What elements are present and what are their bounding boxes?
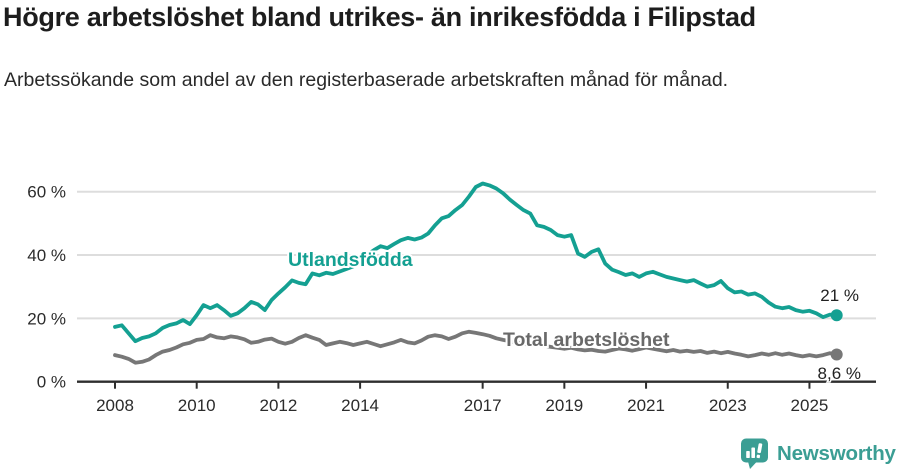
y-tick-label: 60 % xyxy=(27,183,66,202)
series-end-dot-utlandsfodda xyxy=(830,309,843,322)
x-tick-label: 2010 xyxy=(178,396,216,415)
page-subtitle: Arbetssökande som andel av den registerb… xyxy=(4,69,729,91)
x-tick-label: 2008 xyxy=(96,396,134,415)
y-tick-label: 0 % xyxy=(37,373,66,392)
page-title: Högre arbetslöshet bland utrikes- än inr… xyxy=(3,2,756,32)
y-tick-label: 20 % xyxy=(27,309,66,328)
series-line-utlandsfodda xyxy=(113,181,839,344)
x-tick-label: 2023 xyxy=(709,396,747,415)
x-tick-label: 2014 xyxy=(341,396,379,415)
x-tick-label: 2021 xyxy=(627,396,665,415)
newsworthy-logo-icon xyxy=(741,438,768,469)
newsworthy-logo-text: Newsworthy xyxy=(777,441,896,465)
x-tick-label: 2012 xyxy=(259,396,297,415)
x-tick-label: 2019 xyxy=(545,396,583,415)
series-label-total: Total arbetslöshet xyxy=(503,329,670,351)
x-tick-label: 2017 xyxy=(464,396,502,415)
series-line-total xyxy=(113,329,839,365)
newsworthy-logo: Newsworthy xyxy=(740,438,896,469)
end-value-label-total: 8,6 % xyxy=(818,364,861,383)
series-end-dot-total xyxy=(830,348,843,361)
series-label-utlandsfodda: Utlandsfödda xyxy=(288,249,413,271)
y-tick-label: 40 % xyxy=(27,246,66,265)
end-value-label-utlandsfodda: 21 % xyxy=(820,286,859,305)
x-tick-label: 2025 xyxy=(791,396,829,415)
